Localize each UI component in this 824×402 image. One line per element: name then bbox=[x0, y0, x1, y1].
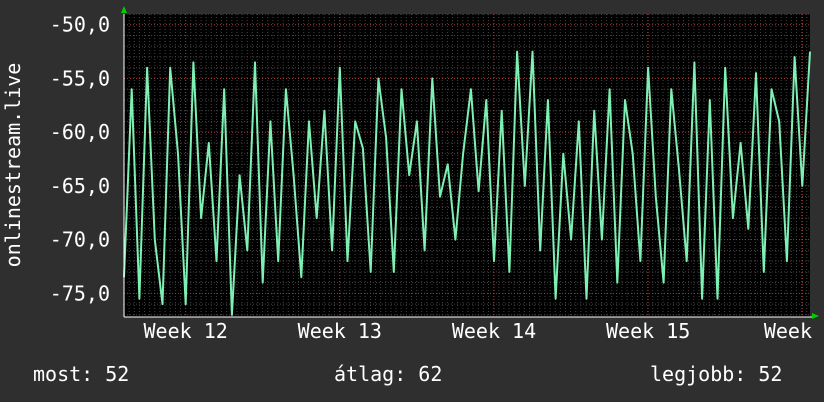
x-tick-labels: Week 12 Week 13 Week 14 Week 15 Week bbox=[144, 319, 812, 343]
x-tick-label: Week bbox=[764, 319, 812, 343]
x-tick-label: Week 13 bbox=[298, 319, 382, 343]
axes bbox=[123, 14, 812, 318]
y-axis-arrow-icon bbox=[121, 6, 127, 13]
stat-current: most: 52 bbox=[33, 362, 130, 386]
y-tick-label: -60,0 bbox=[50, 120, 110, 144]
x-tick-label: Week 14 bbox=[452, 319, 536, 343]
y-tick-label: -55,0 bbox=[50, 66, 110, 90]
y-tick-label: -50,0 bbox=[50, 13, 110, 37]
x-axis-arrow-icon bbox=[812, 313, 819, 319]
y-tick-label: -75,0 bbox=[50, 281, 110, 305]
grid bbox=[123, 13, 810, 317]
x-tick-label: Week 15 bbox=[606, 319, 690, 343]
series-line bbox=[123, 50, 811, 316]
stat-average: átlag: 62 bbox=[334, 362, 443, 386]
plot-area bbox=[124, 14, 810, 317]
y-tick-label: -70,0 bbox=[50, 228, 110, 252]
line-chart: -50,0-55,0-60,0-65,0-70,0-75,0 Week 12 We… bbox=[1, 6, 819, 343]
y-tick-labels: -50,0 -55,0 -60,0 -65,0 -70,0 -75,0 bbox=[50, 13, 110, 306]
stat-best: legjobb: 52 bbox=[650, 362, 783, 386]
x-tick-label: Week 12 bbox=[144, 319, 228, 343]
y-axis-title: onlinestream.live bbox=[1, 63, 25, 268]
y-tick-label: -65,0 bbox=[50, 174, 110, 198]
